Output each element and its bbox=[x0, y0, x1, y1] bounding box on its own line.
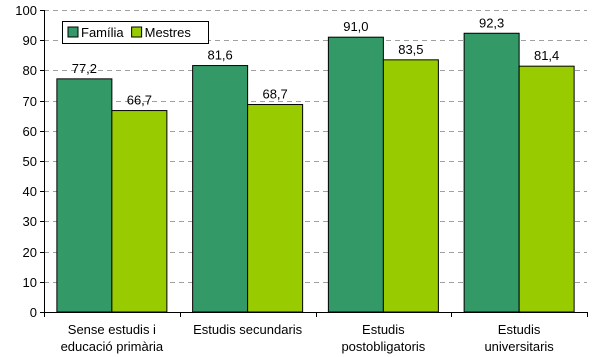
data-label: 83,5 bbox=[398, 42, 423, 57]
x-category-label: educació primària bbox=[61, 339, 164, 354]
y-tick-label: 40 bbox=[23, 184, 37, 199]
data-label: 66,7 bbox=[127, 93, 152, 108]
y-tick-label: 100 bbox=[15, 3, 37, 18]
bar bbox=[327, 36, 384, 313]
data-label: 77,2 bbox=[72, 61, 97, 76]
data-label: 68,7 bbox=[262, 87, 287, 102]
data-label: 81,4 bbox=[534, 48, 559, 63]
bars bbox=[56, 32, 575, 313]
legend-label: Família bbox=[81, 25, 124, 40]
y-tick-label: 70 bbox=[23, 94, 37, 109]
y-tick-label: 30 bbox=[23, 214, 37, 229]
y-tick-label: 10 bbox=[23, 275, 37, 290]
bar bbox=[518, 65, 575, 313]
legend-label: Mestres bbox=[145, 25, 192, 40]
y-tick-label: 0 bbox=[30, 305, 37, 320]
y-tick-label: 20 bbox=[23, 245, 37, 260]
x-category-label: Estudis bbox=[498, 322, 541, 337]
data-label: 92,3 bbox=[479, 15, 504, 30]
x-category-label: Estudis bbox=[362, 322, 405, 337]
x-category-label: Sense estudis i bbox=[68, 322, 156, 337]
x-category-label: postobligatoris bbox=[341, 339, 425, 354]
y-axis-ticks: 0 10 20 30 40 50 60 70 80 90 100 bbox=[15, 3, 44, 320]
bar bbox=[382, 59, 439, 313]
x-category-label: Estudis secundaris bbox=[193, 322, 303, 337]
legend: Família Mestres bbox=[62, 21, 209, 44]
data-label: 81,6 bbox=[207, 48, 232, 63]
legend-swatch bbox=[67, 26, 79, 38]
bar bbox=[463, 32, 520, 313]
y-tick-label: 80 bbox=[23, 63, 37, 78]
legend-swatch bbox=[131, 26, 143, 38]
y-tick-label: 50 bbox=[23, 154, 37, 169]
x-category-label: universitaris bbox=[484, 339, 554, 354]
data-labels: 77,2 66,7 81,6 68,7 91,0 83,5 92,3 81,4 bbox=[72, 15, 560, 107]
bar bbox=[111, 110, 168, 313]
bar bbox=[56, 78, 113, 313]
bar bbox=[192, 65, 249, 313]
axes bbox=[44, 10, 588, 317]
data-label: 91,0 bbox=[343, 19, 368, 34]
y-tick-label: 90 bbox=[23, 33, 37, 48]
bar bbox=[247, 104, 304, 313]
y-tick-label: 60 bbox=[23, 124, 37, 139]
x-axis-labels: Sense estudis i educació primària Estudis … bbox=[61, 322, 555, 354]
